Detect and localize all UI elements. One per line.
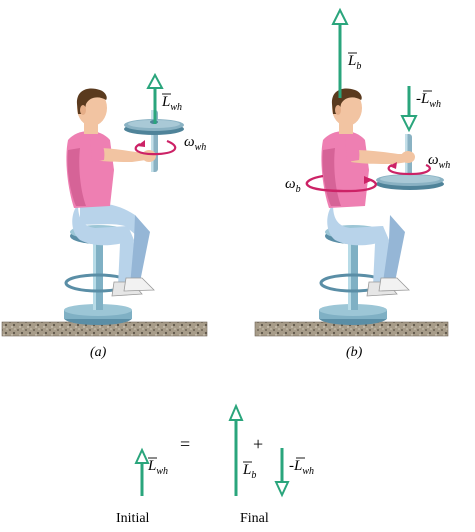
labels: Lwh ωwh (a) Lb -Lwh ωwh ωb (b) Lwh = + L… [90, 52, 450, 526]
label-final-neg-l-wh: -Lwh [289, 458, 314, 477]
label-l-b: Lb [347, 53, 361, 72]
panel-a [1, 72, 208, 337]
rotation-omega-wh-a [134, 139, 177, 156]
panel-b-label: (b) [346, 345, 363, 360]
label-l-wh-a: Lwh [161, 94, 182, 113]
panel-a-label: (a) [90, 345, 107, 360]
equation [134, 403, 290, 498]
person-b [321, 88, 410, 297]
rotation-omega-b [305, 174, 378, 193]
vector-l-wh-arrow-a [146, 72, 164, 124]
vector-l-b-arrow-b [331, 7, 349, 98]
vector-initial-arrow [134, 447, 150, 496]
plus-sign: + [253, 434, 263, 454]
caption-initial: Initial [116, 511, 150, 526]
vector-neg-l-wh-arrow-b [400, 86, 418, 133]
label-omega-wh-b: ωwh [428, 152, 450, 171]
caption-final: Final [240, 511, 269, 526]
vector-final-neg-l-wh-arrow [274, 448, 290, 498]
rotation-omega-wh-b [387, 162, 431, 176]
wheel-b [376, 134, 444, 190]
label-neg-l-wh-b: -Lwh [416, 91, 441, 110]
person-a [66, 88, 155, 297]
label-omega-b: ωb [285, 176, 301, 195]
equals-sign: = [180, 434, 190, 454]
label-omega-wh-a: ωwh [184, 134, 206, 153]
label-final-l-b: Lb [242, 462, 256, 481]
vector-final-l-b-arrow [228, 403, 244, 496]
panel-b [254, 7, 449, 337]
label-initial-l-wh: Lwh [147, 458, 168, 477]
